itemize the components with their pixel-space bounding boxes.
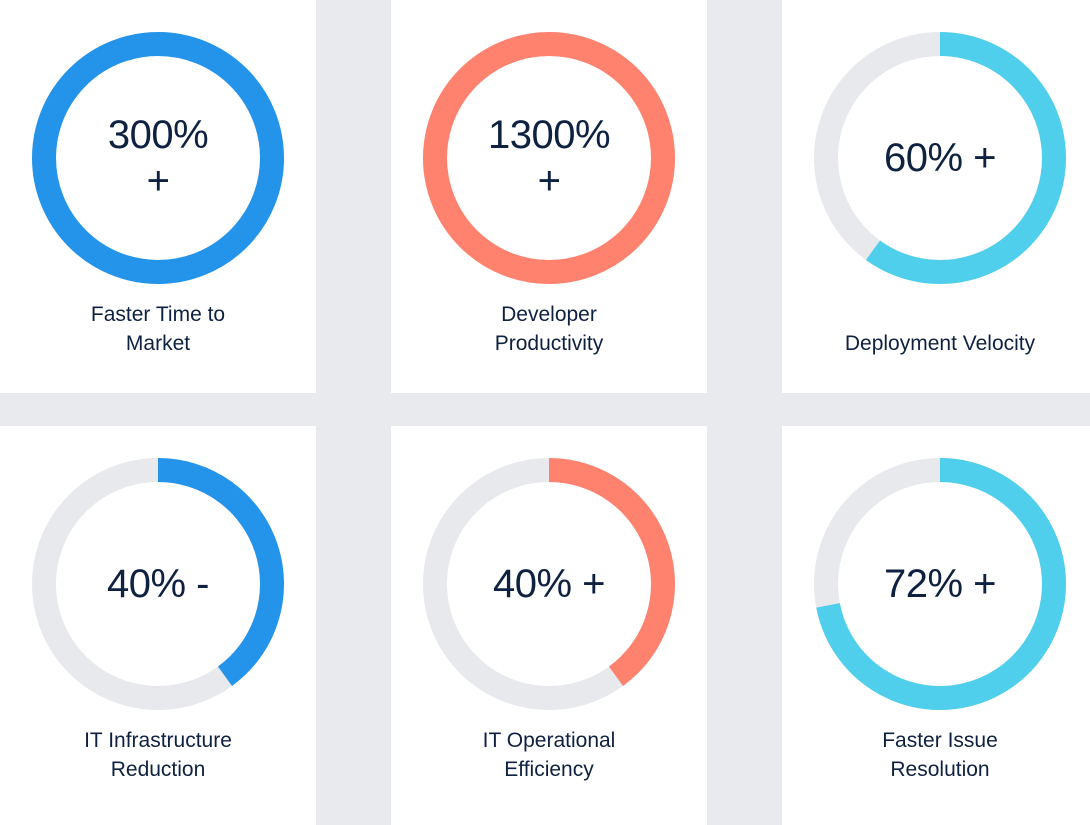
- ring-fill: [816, 458, 1066, 710]
- stat-card-it-operational-efficiency: 40% + IT Operational Efficiency: [391, 426, 707, 825]
- stat-value-line: 40% +: [492, 562, 606, 606]
- stat-value-line: 300%: [107, 113, 209, 157]
- stat-label: IT Operational Efficiency: [391, 726, 707, 784]
- stat-value: 40% -: [0, 561, 316, 607]
- progress-ring: [423, 32, 675, 285]
- ring-fill: [32, 32, 284, 285]
- stat-label-line: Deployment Velocity: [844, 332, 1036, 355]
- progress-ring: [423, 458, 675, 710]
- progress-ring: [32, 458, 284, 710]
- progress-ring: [32, 32, 284, 285]
- stat-value: 1300% +: [391, 112, 707, 204]
- ring-fill: [865, 32, 1066, 284]
- stat-value: 40% +: [391, 561, 707, 607]
- stat-value-line: +: [537, 159, 561, 203]
- progress-ring: [814, 32, 1066, 284]
- stat-label-line: Developer: [501, 303, 597, 326]
- ring-fill: [548, 458, 675, 686]
- ring-fill: [423, 32, 675, 285]
- stat-label-line: Faster Issue: [882, 729, 998, 752]
- stat-value: 300% +: [0, 112, 316, 204]
- stat-value: 72% +: [782, 561, 1090, 607]
- stat-label-line: Market: [125, 332, 191, 355]
- progress-ring: [814, 458, 1066, 710]
- stat-label-line: Productivity: [494, 332, 604, 355]
- stat-value-line: 40% -: [107, 562, 210, 606]
- stat-label: Faster Time to Market: [0, 300, 316, 358]
- stat-label-line: Faster Time to: [90, 303, 226, 326]
- stat-label-line: Reduction: [110, 758, 206, 781]
- stat-card-faster-time-to-market: 300% + Faster Time to Market: [0, 0, 316, 393]
- stat-value-line: 72% +: [883, 562, 997, 606]
- stat-card-it-infrastructure-reduction: 40% - IT Infrastructure Reduction: [0, 426, 316, 825]
- stat-label-line: Resolution: [890, 758, 990, 781]
- stat-label-line: IT Infrastructure: [84, 729, 232, 752]
- ring-fill: [157, 458, 284, 686]
- stat-label-line: IT Operational: [482, 729, 616, 752]
- stat-label: Faster Issue Resolution: [782, 726, 1090, 784]
- stat-value-line: 1300%: [487, 113, 611, 157]
- stat-label: IT Infrastructure Reduction: [0, 726, 316, 784]
- stat-value: 60% +: [782, 135, 1090, 181]
- stat-value-line: 60% +: [883, 136, 997, 180]
- stat-label: Developer Productivity: [391, 300, 707, 358]
- stat-card-faster-issue-resolution: 72% + Faster Issue Resolution: [782, 426, 1090, 825]
- stat-label-line: Efficiency: [504, 758, 594, 781]
- stat-label: Deployment Velocity: [782, 329, 1090, 358]
- stat-value-line: +: [146, 159, 170, 203]
- stat-card-deployment-velocity: 60% + Deployment Velocity: [782, 0, 1090, 393]
- stat-card-developer-productivity: 1300% + Developer Productivity: [391, 0, 707, 393]
